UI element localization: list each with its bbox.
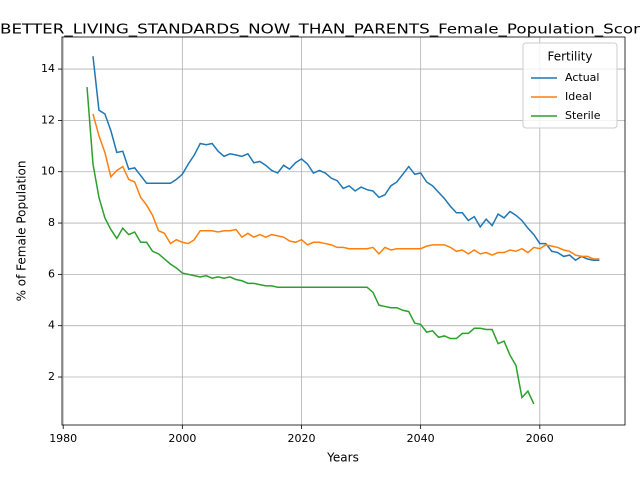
legend: Fertility Actual Ideal Sterile <box>522 42 618 129</box>
y-tick-label: 10 <box>41 165 55 178</box>
legend-box <box>522 42 618 129</box>
x-tick-label: 2040 <box>407 432 435 445</box>
legend-label: Ideal <box>565 90 592 103</box>
legend-label: Sterile <box>565 109 601 122</box>
chart-title: BETTER_LIVING_STANDARDS_NOW_THAN_PARENTS… <box>0 23 640 38</box>
y-tick-label: 12 <box>41 113 55 126</box>
x-axis-label: Years <box>326 451 359 465</box>
y-tick-label: 2 <box>48 370 55 383</box>
y-tick-label: 6 <box>48 267 55 280</box>
series-line <box>92 56 600 262</box>
series-line <box>92 113 600 260</box>
legend-title: Fertility <box>547 50 592 64</box>
x-tick-label: 1980 <box>49 432 77 445</box>
y-axis-label: % of Female Population <box>15 161 29 302</box>
series-line <box>86 86 535 405</box>
plot-frame <box>61 36 626 426</box>
x-tick-label: 2020 <box>287 432 315 445</box>
x-tick-label: 2000 <box>168 432 196 445</box>
legend-label: Actual <box>565 71 599 84</box>
y-tick-label: 8 <box>48 216 55 229</box>
y-tick-label: 14 <box>41 62 55 75</box>
y-tick-label: 4 <box>48 319 55 332</box>
x-tick-label: 2060 <box>526 432 554 445</box>
